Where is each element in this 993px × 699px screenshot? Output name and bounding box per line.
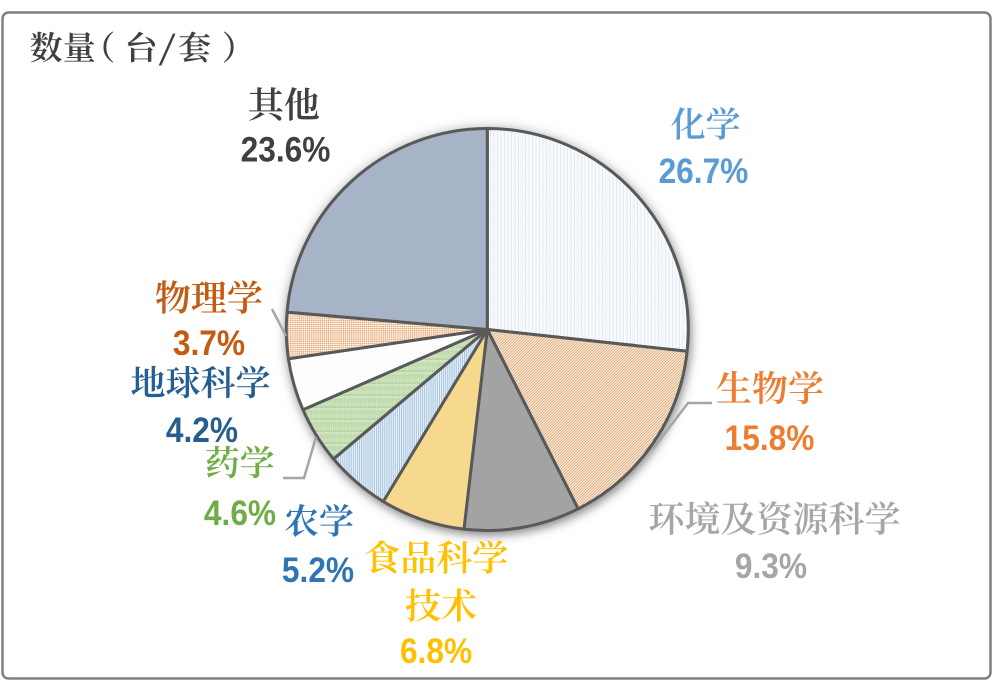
svg-text:26.7%: 26.7% — [659, 153, 749, 192]
svg-text:4.2%: 4.2% — [166, 412, 238, 451]
svg-text:15.8%: 15.8% — [725, 420, 815, 459]
svg-text:5.2%: 5.2% — [282, 552, 354, 591]
svg-text:6.8%: 6.8% — [400, 633, 472, 672]
svg-text:4.6%: 4.6% — [204, 495, 276, 534]
svg-text:3.7%: 3.7% — [173, 325, 245, 364]
svg-text:23.6%: 23.6% — [241, 131, 331, 170]
svg-text:9.3%: 9.3% — [735, 548, 807, 587]
